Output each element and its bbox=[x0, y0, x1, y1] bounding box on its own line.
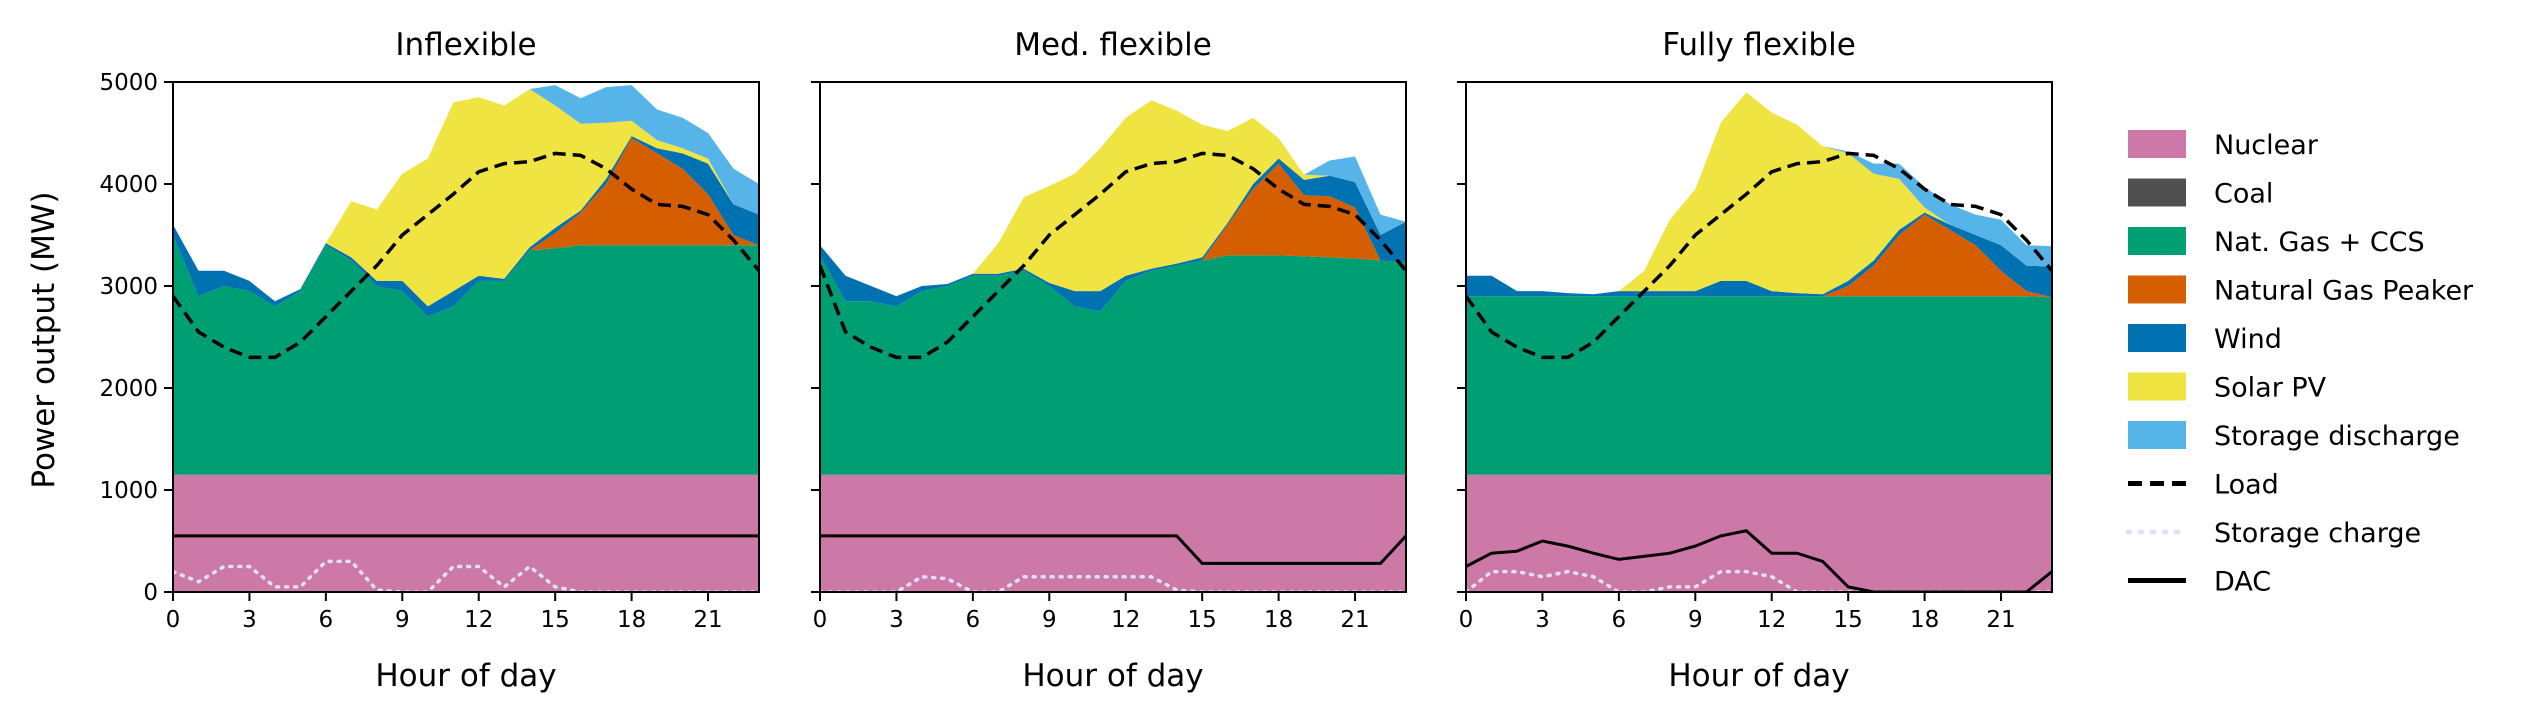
legend-label: DAC bbox=[2214, 567, 2271, 598]
legend-swatch bbox=[2128, 178, 2186, 207]
load-line bbox=[820, 151, 1406, 360]
legend-label: Natural Gas Peaker bbox=[2214, 276, 2474, 307]
legend-item-dac: DAC bbox=[2128, 567, 2271, 598]
axes-frame bbox=[819, 81, 1407, 593]
x-tick-label: 15 bbox=[541, 607, 570, 633]
legend-label: Load bbox=[2214, 470, 2279, 501]
legend-label: Nuclear bbox=[2214, 130, 2319, 161]
legend-label: Solar PV bbox=[2214, 373, 2327, 404]
x-tick-label: 0 bbox=[1459, 607, 1474, 633]
x-tick-label: 9 bbox=[395, 607, 410, 633]
y-axis-label: Power output (MW) bbox=[26, 191, 62, 488]
x-tick-label: 9 bbox=[1042, 607, 1057, 633]
x-tick-label: 12 bbox=[464, 607, 493, 633]
legend: Nuclear Coal Nat. Gas + CCS Natural Gas Pea… bbox=[2125, 130, 2474, 598]
legend-label: Nat. Gas + CCS bbox=[2214, 227, 2425, 258]
x-tick-label: 0 bbox=[813, 607, 828, 633]
dac-line bbox=[820, 534, 1406, 565]
legend-swatch bbox=[2128, 324, 2186, 352]
x-tick-label: 12 bbox=[1111, 607, 1140, 633]
legend-label: Coal bbox=[2214, 179, 2273, 210]
legend-item-coal: Coal bbox=[2128, 178, 2273, 210]
x-axis-label: Hour of day bbox=[1668, 658, 1849, 694]
legend-label: Wind bbox=[2214, 324, 2282, 355]
legend-label: Storage charge bbox=[2214, 518, 2421, 549]
storage-charge-line bbox=[820, 574, 1406, 592]
area-wind bbox=[820, 158, 1406, 312]
y-tick-label: 5000 bbox=[99, 70, 158, 96]
area-solar-pv bbox=[1466, 92, 2052, 295]
legend-item-wind: Wind bbox=[2128, 324, 2282, 355]
legend-item-solar-pv: Solar PV bbox=[2128, 372, 2327, 404]
panel-title: Med. flexible bbox=[1014, 27, 1212, 63]
panel-fully-flexible: 0 3 6 9 12 15 18 21 Fully flexible Hour of day bbox=[1457, 27, 2053, 694]
legend-item-natural-gas-peaker: Natural Gas Peaker bbox=[2128, 275, 2474, 307]
x-tick-label: 12 bbox=[1757, 607, 1786, 633]
axes-frame bbox=[172, 81, 760, 593]
x-axis-label: Hour of day bbox=[1022, 658, 1203, 694]
plot-area bbox=[173, 85, 759, 592]
area-nuclear bbox=[173, 474, 759, 592]
x-tick-label: 3 bbox=[1535, 607, 1550, 633]
load-line bbox=[173, 151, 759, 360]
area-natural-gas-peaker bbox=[173, 138, 759, 317]
panel-med-flexible: 0 3 6 9 12 15 18 21 Med. flexible Hour of day bbox=[811, 27, 1407, 694]
x-tick-label: 21 bbox=[1340, 607, 1369, 633]
x-tick-label: 6 bbox=[966, 607, 981, 633]
area-nat-gas-ccs bbox=[1466, 296, 2052, 475]
x-tick-label: 6 bbox=[1612, 607, 1627, 633]
legend-item-storage-charge: Storage charge bbox=[2125, 518, 2421, 549]
area-natural-gas-peaker bbox=[820, 163, 1406, 312]
x-tick-label: 15 bbox=[1834, 607, 1863, 633]
panel-inflexible: 0 3 6 9 12 15 18 21 0 1000 2000 3000 4000 5000 Inflexi… bbox=[99, 27, 760, 694]
legend-swatch bbox=[2128, 275, 2186, 304]
storage-charge-line bbox=[173, 559, 759, 592]
area-nuclear bbox=[820, 474, 1406, 592]
legend-label: Storage discharge bbox=[2214, 421, 2460, 452]
legend-item-nuclear: Nuclear bbox=[2128, 130, 2319, 161]
load-line bbox=[1466, 151, 2052, 360]
area-nuclear bbox=[1466, 474, 2052, 592]
x-tick-label: 18 bbox=[617, 607, 646, 633]
panel-title: Fully flexible bbox=[1662, 27, 1856, 63]
y-tick-label: 1000 bbox=[99, 478, 158, 504]
x-tick-label: 0 bbox=[166, 607, 181, 633]
legend-swatch bbox=[2128, 130, 2186, 158]
area-solar-pv bbox=[820, 100, 1406, 297]
x-tick-label: 18 bbox=[1264, 607, 1293, 633]
x-tick-label: 21 bbox=[693, 607, 722, 633]
x-tick-label: 21 bbox=[1986, 607, 2015, 633]
x-axis-label: Hour of day bbox=[375, 658, 556, 694]
x-tick-label: 9 bbox=[1688, 607, 1703, 633]
legend-item-nat-gas-ccs: Nat. Gas + CCS bbox=[2128, 227, 2425, 258]
y-tick-label: 0 bbox=[143, 580, 158, 606]
area-solar-pv bbox=[173, 89, 759, 307]
x-tick-label: 15 bbox=[1188, 607, 1217, 633]
legend-swatch bbox=[2128, 372, 2186, 401]
x-tick-label: 3 bbox=[889, 607, 904, 633]
legend-swatch bbox=[2128, 227, 2186, 255]
area-natural-gas-peaker bbox=[1466, 214, 2052, 298]
panel-title: Inflexible bbox=[395, 27, 536, 63]
y-tick-label: 4000 bbox=[99, 172, 158, 198]
legend-item-storage-discharge: Storage discharge bbox=[2128, 421, 2460, 452]
legend-swatch bbox=[2128, 421, 2186, 449]
area-nat-gas-ccs bbox=[820, 255, 1406, 475]
plot-area bbox=[1466, 92, 2052, 592]
x-tick-label: 6 bbox=[319, 607, 334, 633]
y-tick-label: 3000 bbox=[99, 274, 158, 300]
plot-area bbox=[820, 100, 1406, 592]
y-tick-label: 2000 bbox=[99, 376, 158, 402]
panels: 0 3 6 9 12 15 18 21 0 1000 2000 3000 4000 5000 Inflexi… bbox=[99, 27, 2053, 694]
legend-item-load: Load bbox=[2128, 470, 2279, 501]
axes-frame bbox=[1465, 81, 2053, 593]
x-tick-label: 18 bbox=[1910, 607, 1939, 633]
x-tick-label: 3 bbox=[242, 607, 257, 633]
dac-line bbox=[1466, 529, 2052, 592]
area-nat-gas-ccs bbox=[173, 235, 759, 475]
